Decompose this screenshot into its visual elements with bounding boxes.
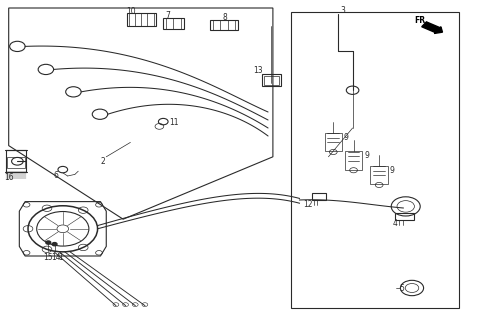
Text: 12: 12 — [303, 200, 313, 209]
Text: FR.: FR. — [414, 16, 428, 25]
Bar — [264, 76, 279, 85]
Bar — [6, 150, 26, 172]
Text: 2: 2 — [100, 157, 105, 166]
Text: 15: 15 — [43, 253, 53, 262]
Text: 5: 5 — [399, 284, 404, 293]
Text: 8: 8 — [222, 13, 227, 22]
Text: 9: 9 — [364, 151, 369, 160]
Text: 16: 16 — [4, 173, 14, 182]
Bar — [325, 133, 342, 151]
Bar — [210, 20, 238, 30]
Bar — [312, 193, 326, 200]
Circle shape — [52, 243, 57, 246]
Text: 9: 9 — [390, 166, 395, 175]
Text: 14: 14 — [51, 253, 61, 262]
FancyArrow shape — [422, 22, 442, 34]
Text: 4: 4 — [392, 220, 397, 228]
Text: 1: 1 — [58, 253, 63, 262]
Circle shape — [46, 241, 51, 244]
Bar — [395, 213, 414, 220]
Bar — [127, 13, 156, 26]
Bar — [262, 74, 281, 86]
Bar — [7, 157, 25, 168]
Text: 7: 7 — [165, 12, 170, 20]
Text: 10: 10 — [127, 7, 136, 16]
Text: 13: 13 — [254, 66, 263, 75]
Bar — [291, 12, 459, 308]
Text: 9: 9 — [344, 133, 349, 142]
Text: 6: 6 — [53, 172, 58, 180]
Bar — [163, 18, 184, 29]
Text: 3: 3 — [340, 6, 345, 15]
Bar — [345, 151, 362, 170]
Bar — [370, 166, 388, 184]
Text: 11: 11 — [169, 118, 179, 127]
